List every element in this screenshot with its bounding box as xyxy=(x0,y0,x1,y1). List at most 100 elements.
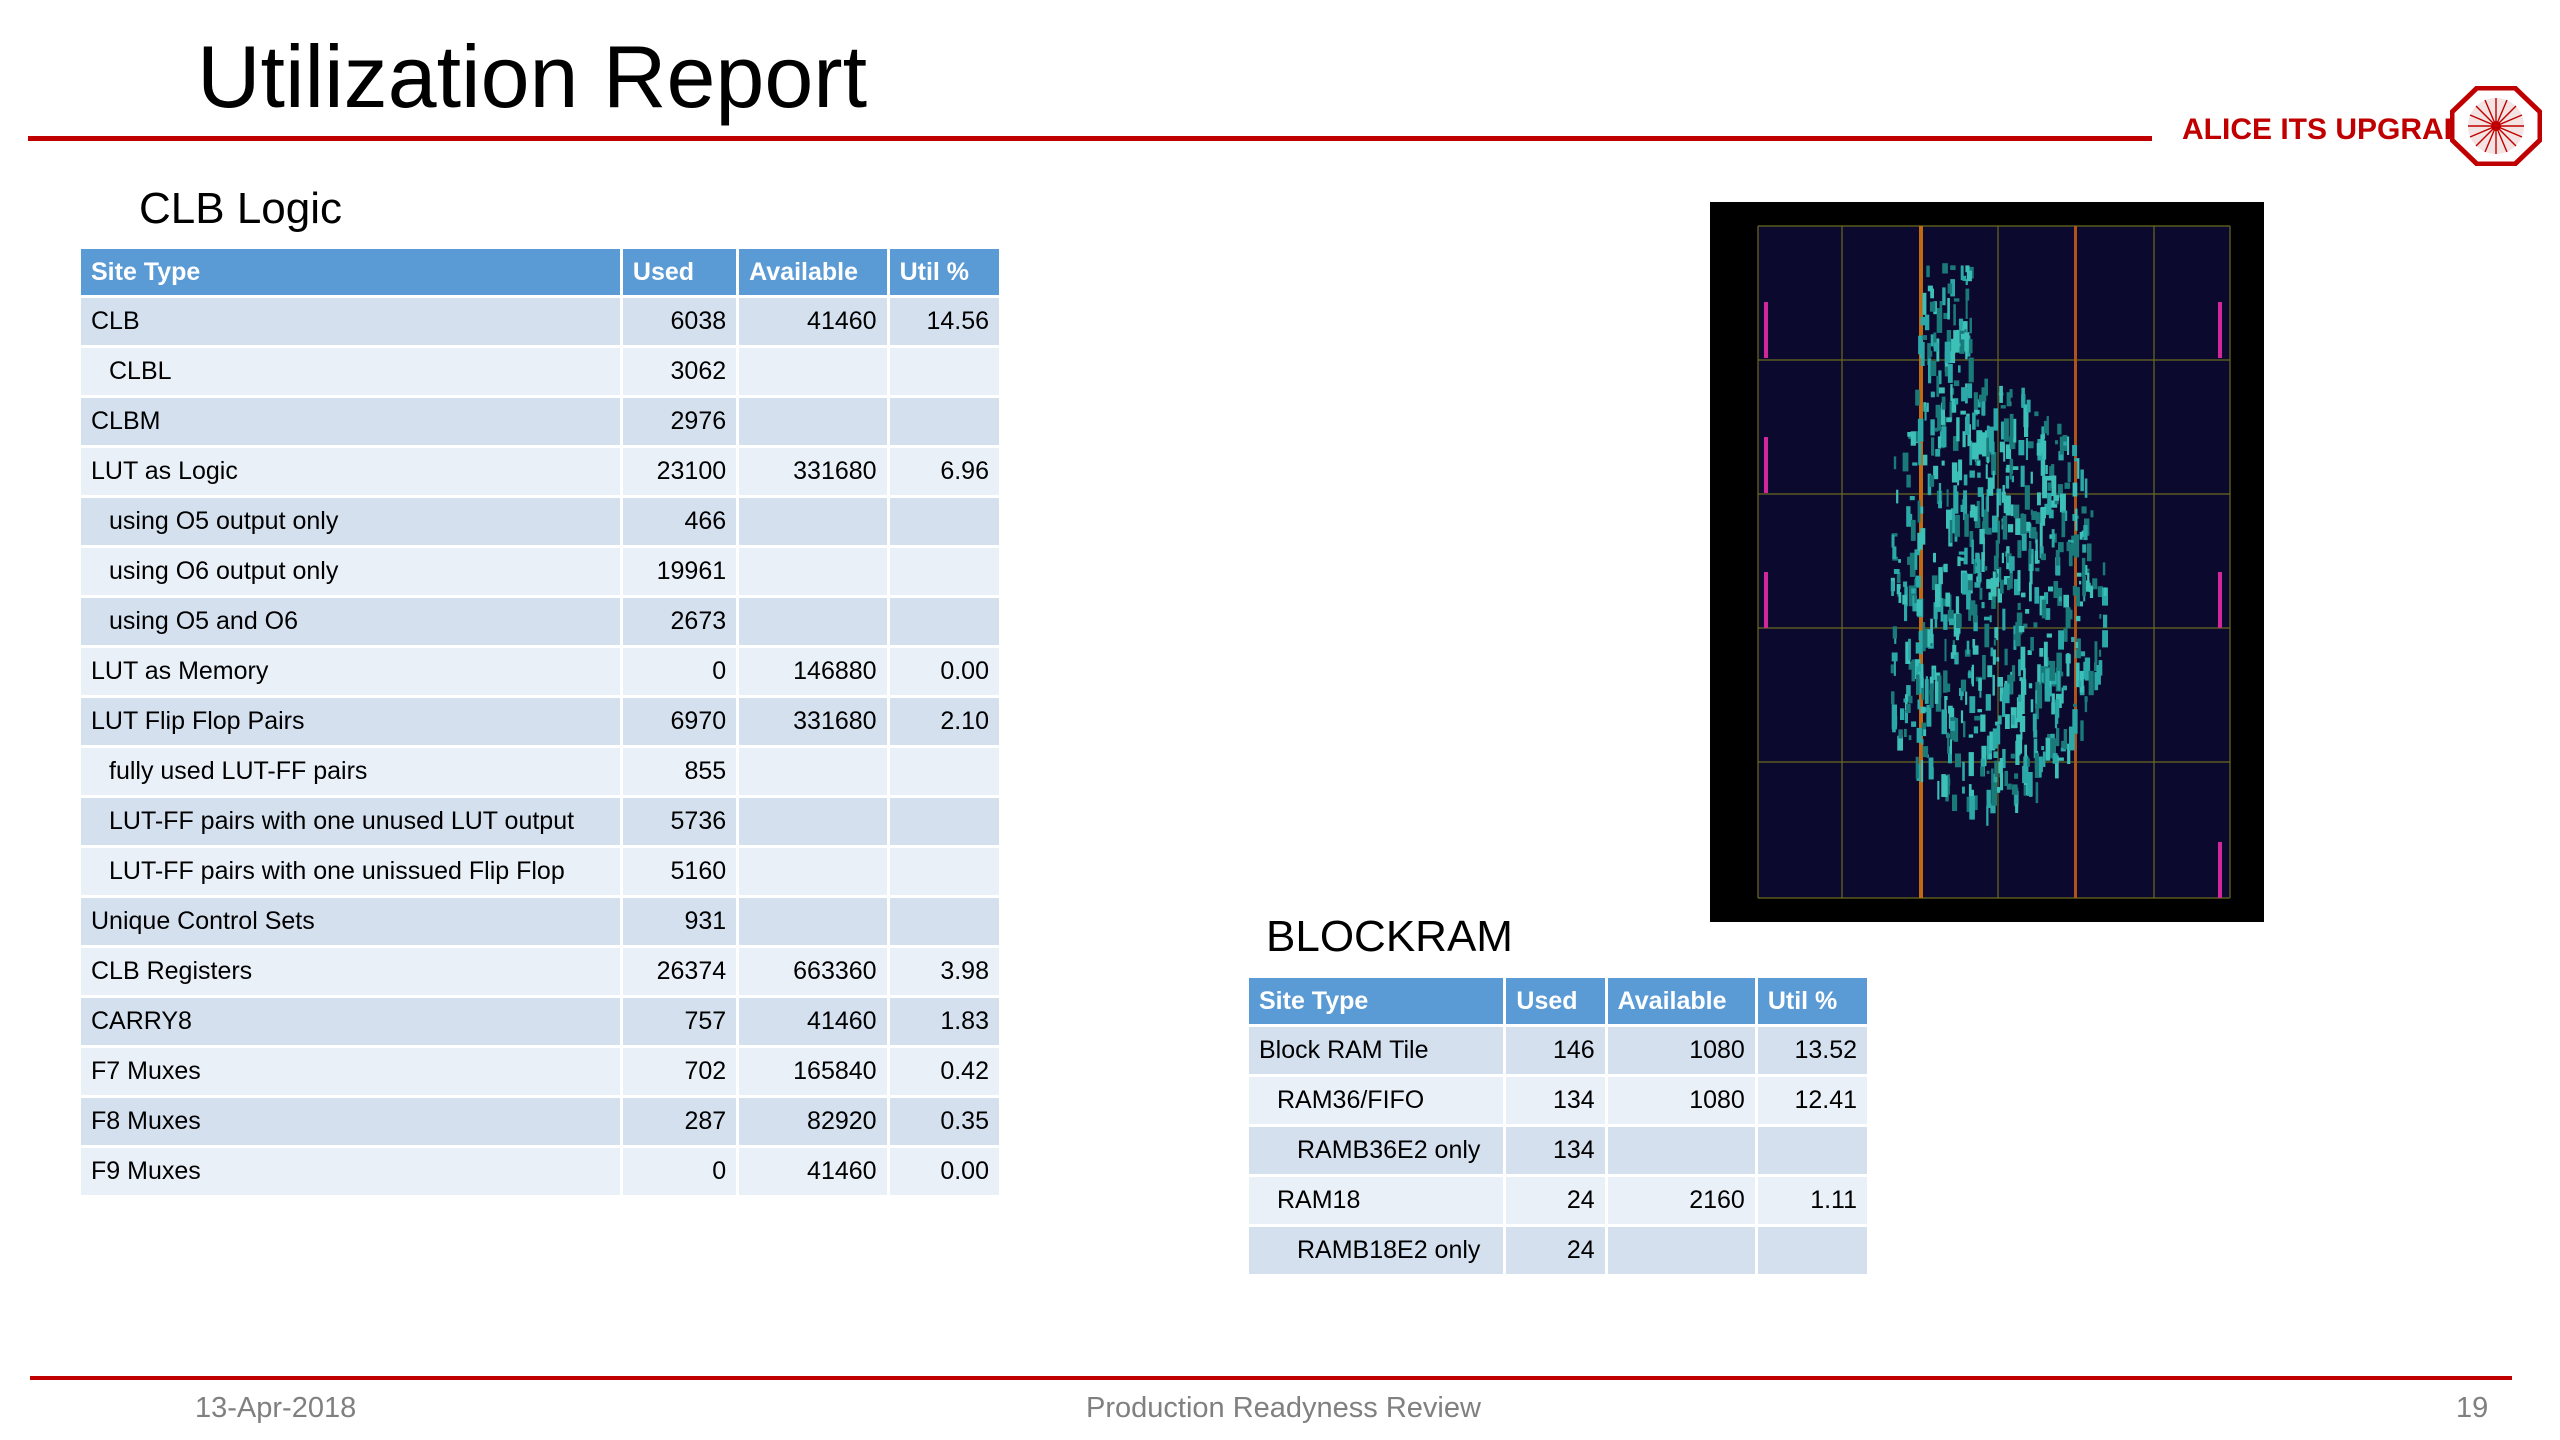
cell-used: 3062 xyxy=(619,345,740,398)
cell-util: 14.56 xyxy=(886,295,1003,348)
cell-site-type: using O6 output only xyxy=(78,545,623,598)
table-row: using O5 output only 466 xyxy=(78,495,1003,548)
cell-site-type: F9 Muxes xyxy=(78,1145,623,1198)
cell-util xyxy=(886,595,1003,648)
table-row: LUT as Memory 0 146880 0.00 xyxy=(78,645,1003,698)
cell-used: 2673 xyxy=(619,595,740,648)
cell-site-type: LUT as Logic xyxy=(78,445,623,498)
cell-util: 6.96 xyxy=(886,445,1003,498)
cell-available: 331680 xyxy=(736,695,890,748)
cell-site-type: LUT Flip Flop Pairs xyxy=(78,695,623,748)
cell-site-type: RAMB18E2 only xyxy=(1245,1224,1507,1277)
cell-used: 0 xyxy=(619,1145,740,1198)
cell-util: 0.35 xyxy=(886,1095,1003,1148)
table-row: LUT Flip Flop Pairs 6970 331680 2.10 xyxy=(78,695,1003,748)
clb-header-row: Site Type Used Available Util % xyxy=(78,246,1003,298)
table-row: LUT-FF pairs with one unissued Flip Flop… xyxy=(78,845,1003,898)
table-row: using O5 and O6 2673 xyxy=(78,595,1003,648)
table-row: RAM18 24 2160 1.11 xyxy=(1245,1174,1871,1227)
cell-available xyxy=(736,845,890,898)
table-row: F7 Muxes 702 165840 0.42 xyxy=(78,1045,1003,1098)
brand-label: ALICE ITS UPGRADE xyxy=(2182,113,2486,146)
cell-used: 757 xyxy=(619,995,740,1048)
blockram-header-row: Site Type Used Available Util % xyxy=(1245,975,1871,1027)
cell-site-type: RAM18 xyxy=(1245,1174,1507,1227)
table-row: CLBL 3062 xyxy=(78,345,1003,398)
cell-used: 287 xyxy=(619,1095,740,1148)
cell-available xyxy=(736,795,890,848)
cell-util xyxy=(886,895,1003,948)
cell-util: 12.41 xyxy=(1754,1074,1871,1127)
cell-site-type: RAM36/FIFO xyxy=(1245,1074,1507,1127)
table-row: LUT as Logic 23100 331680 6.96 xyxy=(78,445,1003,498)
clb-heading: CLB Logic xyxy=(139,184,343,233)
cell-util xyxy=(1754,1224,1871,1277)
cell-util: 3.98 xyxy=(886,945,1003,998)
cell-used: 466 xyxy=(619,495,740,548)
table-row: RAMB36E2 only 134 xyxy=(1245,1124,1871,1177)
clb-utilization-table: Site Type Used Available Util % CLB 6038 4… xyxy=(78,246,1003,1198)
cell-util: 13.52 xyxy=(1754,1024,1871,1077)
footer-title: Production Readyness Review xyxy=(1086,1392,1481,1424)
cell-util xyxy=(886,745,1003,798)
cell-available xyxy=(736,345,890,398)
cell-available xyxy=(736,745,890,798)
cell-used: 702 xyxy=(619,1045,740,1098)
footer-rule xyxy=(30,1376,2512,1380)
cell-site-type: RAMB36E2 only xyxy=(1245,1124,1507,1177)
cell-util: 1.83 xyxy=(886,995,1003,1048)
table-row: RAMB18E2 only 24 xyxy=(1245,1224,1871,1277)
table-row: CARRY8 757 41460 1.83 xyxy=(78,995,1003,1048)
cell-available xyxy=(1604,1224,1758,1277)
cell-used: 6970 xyxy=(619,695,740,748)
cell-util: 0.00 xyxy=(886,1145,1003,1198)
cell-site-type: CLBL xyxy=(78,345,623,398)
cell-available: 165840 xyxy=(736,1045,890,1098)
column-header-available: Available xyxy=(1604,975,1758,1027)
cell-available: 146880 xyxy=(736,645,890,698)
table-row: Block RAM Tile 146 1080 13.52 xyxy=(1245,1024,1871,1077)
cell-site-type: LUT-FF pairs with one unissued Flip Flop xyxy=(78,845,623,898)
footer-date: 13-Apr-2018 xyxy=(195,1392,357,1424)
cell-used: 146 xyxy=(1503,1024,1608,1077)
cell-available: 1080 xyxy=(1604,1074,1758,1127)
cell-util xyxy=(886,395,1003,448)
table-row: using O6 output only 19961 xyxy=(78,545,1003,598)
cell-available: 2160 xyxy=(1604,1174,1758,1227)
cell-util xyxy=(886,795,1003,848)
cell-site-type: LUT as Memory xyxy=(78,645,623,698)
cell-site-type: Block RAM Tile xyxy=(1245,1024,1507,1077)
cell-available: 663360 xyxy=(736,945,890,998)
cell-util: 0.42 xyxy=(886,1045,1003,1098)
cell-site-type: CLB Registers xyxy=(78,945,623,998)
slide-title: Utilization Report xyxy=(197,27,868,126)
cell-used: 855 xyxy=(619,745,740,798)
table-row: F9 Muxes 0 41460 0.00 xyxy=(78,1145,1003,1198)
page-number: 19 xyxy=(2456,1392,2489,1424)
cell-used: 931 xyxy=(619,895,740,948)
cell-site-type: F7 Muxes xyxy=(78,1045,623,1098)
table-row: CLBM 2976 xyxy=(78,395,1003,448)
cell-used: 5160 xyxy=(619,845,740,898)
cell-site-type: F8 Muxes xyxy=(78,1095,623,1148)
cell-site-type: using O5 output only xyxy=(78,495,623,548)
cell-util xyxy=(886,545,1003,598)
blockram-utilization-table: Site Type Used Available Util % Block RA… xyxy=(1245,975,1871,1277)
cell-available xyxy=(736,895,890,948)
cell-util: 0.00 xyxy=(886,645,1003,698)
cell-site-type: using O5 and O6 xyxy=(78,595,623,648)
cell-used: 26374 xyxy=(619,945,740,998)
cell-available xyxy=(736,495,890,548)
blockram-heading: BLOCKRAM xyxy=(1266,912,1513,961)
column-header-util: Util % xyxy=(886,246,1003,298)
cell-site-type: CARRY8 xyxy=(78,995,623,1048)
cell-util: 2.10 xyxy=(886,695,1003,748)
column-header-used: Used xyxy=(1503,975,1608,1027)
table-row: CLB 6038 41460 14.56 xyxy=(78,295,1003,348)
cell-available: 41460 xyxy=(736,1145,890,1198)
column-header-used: Used xyxy=(619,246,740,298)
cell-site-type: CLBM xyxy=(78,395,623,448)
cell-used: 134 xyxy=(1503,1124,1608,1177)
table-row: LUT-FF pairs with one unused LUT output 5… xyxy=(78,795,1003,848)
cell-available xyxy=(1604,1124,1758,1177)
